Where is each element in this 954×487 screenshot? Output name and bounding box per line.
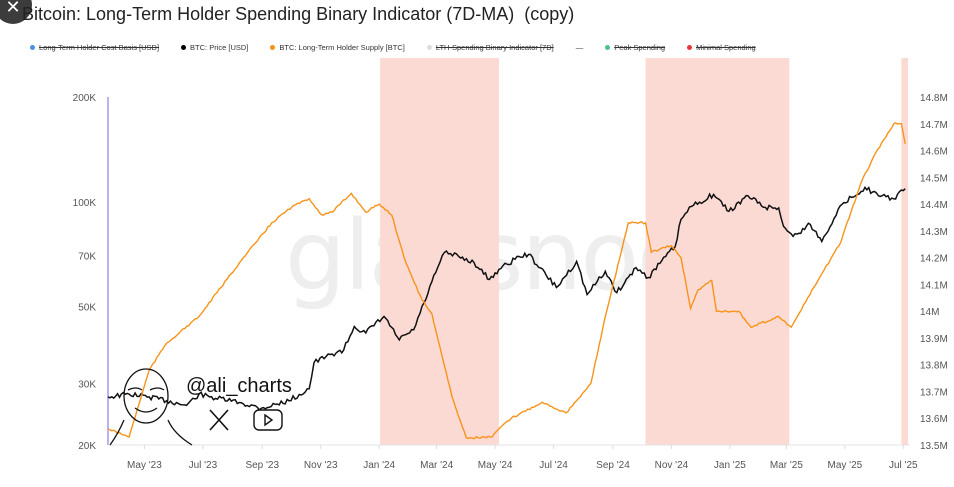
shaded-period <box>380 58 499 445</box>
x-tick-label: Jul '23 <box>189 460 218 471</box>
y-right-tick-label: 14.4M <box>920 200 948 211</box>
y-right-tick-label: 14.3M <box>920 227 948 238</box>
y-right-tick-label: 14.5M <box>920 173 948 184</box>
legend-item[interactable]: Minimal Spending <box>687 43 756 52</box>
x-tick-label: May '24 <box>478 460 513 471</box>
y-left-tick-label: 30K <box>78 380 96 391</box>
x-tick-label: Mar '25 <box>770 460 803 471</box>
close-button[interactable]: ✕ <box>0 0 32 24</box>
x-tick-label: May '23 <box>127 460 162 471</box>
legend-item[interactable]: — <box>576 43 584 52</box>
y-left-tick-label: 20K <box>78 441 96 452</box>
ali-charts-handle: @ali_charts <box>186 375 292 397</box>
legend-dot-icon <box>270 45 276 50</box>
x-tick-label: Mar '24 <box>420 460 453 471</box>
x-tick-label: May '25 <box>827 460 862 471</box>
chart-title: Bitcoin: Long-Term Holder Spending Binar… <box>22 4 575 24</box>
shaded-period <box>645 58 790 445</box>
legend-label: BTC: Long-Term Holder Supply [BTC] <box>279 43 405 52</box>
legend-label: LTH-Spending Binary Indicator [7D] <box>435 43 554 52</box>
btc-price-line <box>107 186 906 411</box>
legend-label: Peak Spending <box>614 43 666 52</box>
x-tick-label: Sep '24 <box>596 460 630 471</box>
y-right-tick-label: 14.1M <box>920 280 948 291</box>
x-tick-label: Jul '24 <box>539 460 568 471</box>
x-tick-label: Sep '23 <box>245 460 279 471</box>
y-right-tick-label: 13.8M <box>920 361 948 372</box>
legend-item[interactable]: Peak Spending <box>605 43 665 52</box>
legend-dot-icon <box>605 45 611 50</box>
x-tick-label: Nov '23 <box>304 460 338 471</box>
y-left-tick-label: 200K <box>73 93 97 104</box>
legend-dot-icon <box>181 45 187 50</box>
x-tick-label: Nov '24 <box>655 460 689 471</box>
legend-item[interactable]: BTC: Price [USD] <box>181 43 248 52</box>
y-right-tick-label: 14M <box>920 307 939 318</box>
y-right-tick-label: 14.6M <box>920 147 948 158</box>
legend-label: Minimal Spending <box>696 43 756 52</box>
legend-label: BTC: Price [USD] <box>190 43 249 52</box>
y-right-tick-label: 14.7M <box>920 120 948 131</box>
legend-dot-icon <box>30 45 35 50</box>
y-right-tick-label: 13.7M <box>920 387 948 398</box>
y-left-tick-label: 100K <box>73 198 97 209</box>
close-icon: ✕ <box>5 0 21 17</box>
legend-item[interactable]: BTC: Long-Term Holder Supply [BTC] <box>270 43 405 52</box>
legend-item[interactable]: LTH-Spending Binary Indicator [7D] <box>426 43 554 52</box>
shaded-period <box>901 58 909 445</box>
y-right-tick-label: 13.9M <box>920 334 948 345</box>
legend-dot-icon <box>687 45 693 50</box>
legend: Long-Term Holder Cost Basis [USD] BTC: Pr… <box>30 43 756 52</box>
x-tick-label: Jan '25 <box>714 460 746 471</box>
legend-label: — <box>575 43 584 52</box>
x-tick-label: Jan '24 <box>363 460 395 471</box>
y-right-tick-label: 14.8M <box>920 93 948 104</box>
y-left-tick-label: 70K <box>78 252 96 263</box>
legend-label: Long-Term Holder Cost Basis [USD] <box>39 43 160 52</box>
y-right-tick-label: 13.6M <box>920 414 948 425</box>
y-left-tick-label: 50K <box>78 303 96 314</box>
legend-item[interactable]: Long-Term Holder Cost Basis [USD] <box>30 43 159 52</box>
legend-dot-icon <box>426 45 432 50</box>
y-right-tick-label: 14.2M <box>920 254 948 265</box>
lth-supply-line <box>107 121 906 440</box>
x-tick-label: Jul '25 <box>889 460 918 471</box>
y-right-tick-label: 13.5M <box>920 441 948 452</box>
